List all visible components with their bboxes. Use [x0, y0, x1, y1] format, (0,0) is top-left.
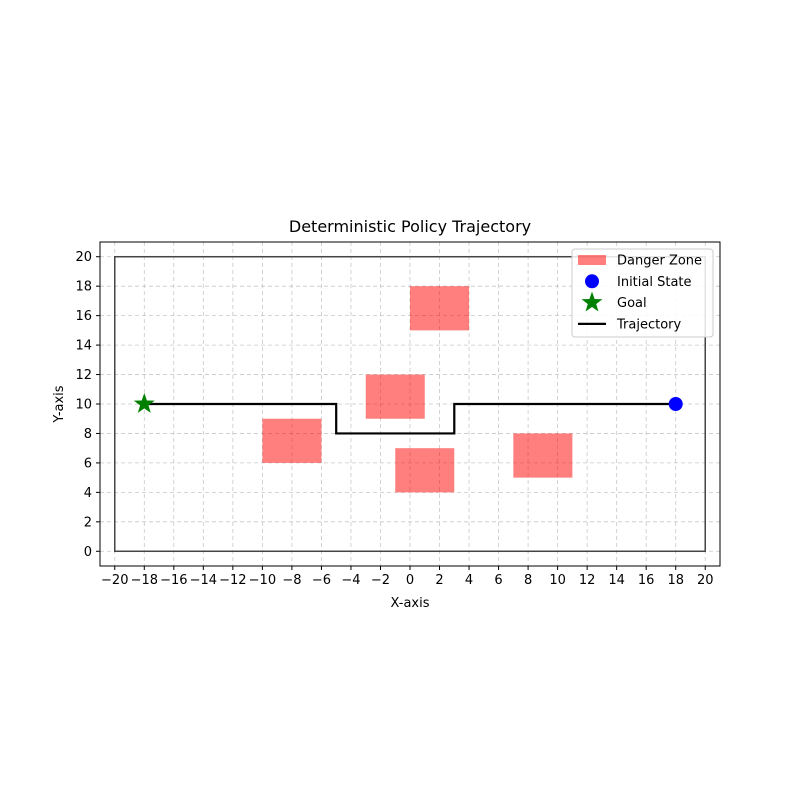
- x-tick-label: 16: [638, 573, 655, 588]
- markers: [133, 393, 683, 413]
- y-tick-label: 4: [84, 486, 92, 501]
- danger-zone: [513, 433, 573, 478]
- y-tick-label: 12: [75, 368, 92, 383]
- y-tick-label: 8: [84, 427, 92, 442]
- legend-label: Trajectory: [616, 317, 681, 332]
- x-tick-label: −20: [101, 573, 128, 588]
- y-tick-label: 14: [75, 339, 92, 354]
- x-tick-label: 4: [465, 573, 473, 588]
- x-tick-label: 18: [667, 573, 684, 588]
- x-tick-label: −4: [341, 573, 360, 588]
- y-axis-ticks: 0 2 4 6 8 10 12 14 16 18 20: [75, 250, 100, 560]
- danger-zone: [410, 286, 470, 331]
- initial-state-marker: [668, 397, 683, 411]
- trajectory-line: [144, 402, 676, 435]
- x-tick-label: −10: [249, 573, 276, 588]
- x-tick-label: −6: [312, 573, 331, 588]
- x-tick-label: −16: [160, 573, 187, 588]
- x-tick-label: 2: [435, 573, 443, 588]
- danger-zone: [395, 448, 455, 493]
- y-tick-label: 16: [75, 309, 92, 324]
- x-tick-label: 10: [549, 573, 566, 588]
- x-tick-label: −14: [190, 573, 217, 588]
- x-tick-label: −2: [371, 573, 390, 588]
- environment-boundary: [114, 255, 706, 553]
- legend-goal-swatch: [581, 291, 603, 312]
- x-tick-label: 14: [608, 573, 625, 588]
- legend-label: Initial State: [617, 275, 692, 290]
- x-tick-label: 12: [579, 573, 596, 588]
- y-tick-label: 10: [75, 398, 92, 413]
- boundary-rect: [114, 255, 706, 553]
- y-tick-label: 6: [84, 456, 92, 471]
- x-axis-ticks: −20 −18 −16 −14 −12 −10 −8 −6 −4 −2 0 2 4 6 8 10 12 14 16 1…: [101, 566, 714, 588]
- y-tick-label: 0: [84, 545, 92, 560]
- danger-zone: [262, 418, 322, 463]
- legend-label: Danger Zone: [617, 254, 702, 269]
- x-tick-label: −8: [282, 573, 301, 588]
- y-tick-label: 18: [75, 280, 92, 295]
- x-tick-label: 6: [494, 573, 502, 588]
- danger-zones: [262, 286, 573, 493]
- legend-label: Goal: [617, 296, 647, 311]
- y-axis-label: Y-axis: [52, 385, 67, 423]
- x-tick-label: 0: [406, 573, 414, 588]
- legend-danger-zone-swatch: [578, 255, 606, 265]
- y-tick-label: 20: [75, 250, 92, 265]
- x-axis-label: X-axis: [391, 596, 430, 611]
- y-tick-label: 2: [84, 515, 92, 530]
- trajectory-layer: [144, 402, 676, 435]
- legend: Danger Zone Initial State Goal Trajectory: [571, 248, 714, 338]
- x-tick-label: 8: [524, 573, 532, 588]
- x-tick-label: 20: [697, 573, 714, 588]
- legend-box: [571, 248, 714, 338]
- x-tick-label: −18: [131, 573, 158, 588]
- chart-title: Deterministic Policy Trajectory: [289, 217, 531, 236]
- danger-zone: [365, 374, 425, 419]
- x-tick-label: −12: [219, 573, 246, 588]
- legend-initial-state-swatch: [585, 274, 599, 289]
- goal-marker: [133, 393, 155, 413]
